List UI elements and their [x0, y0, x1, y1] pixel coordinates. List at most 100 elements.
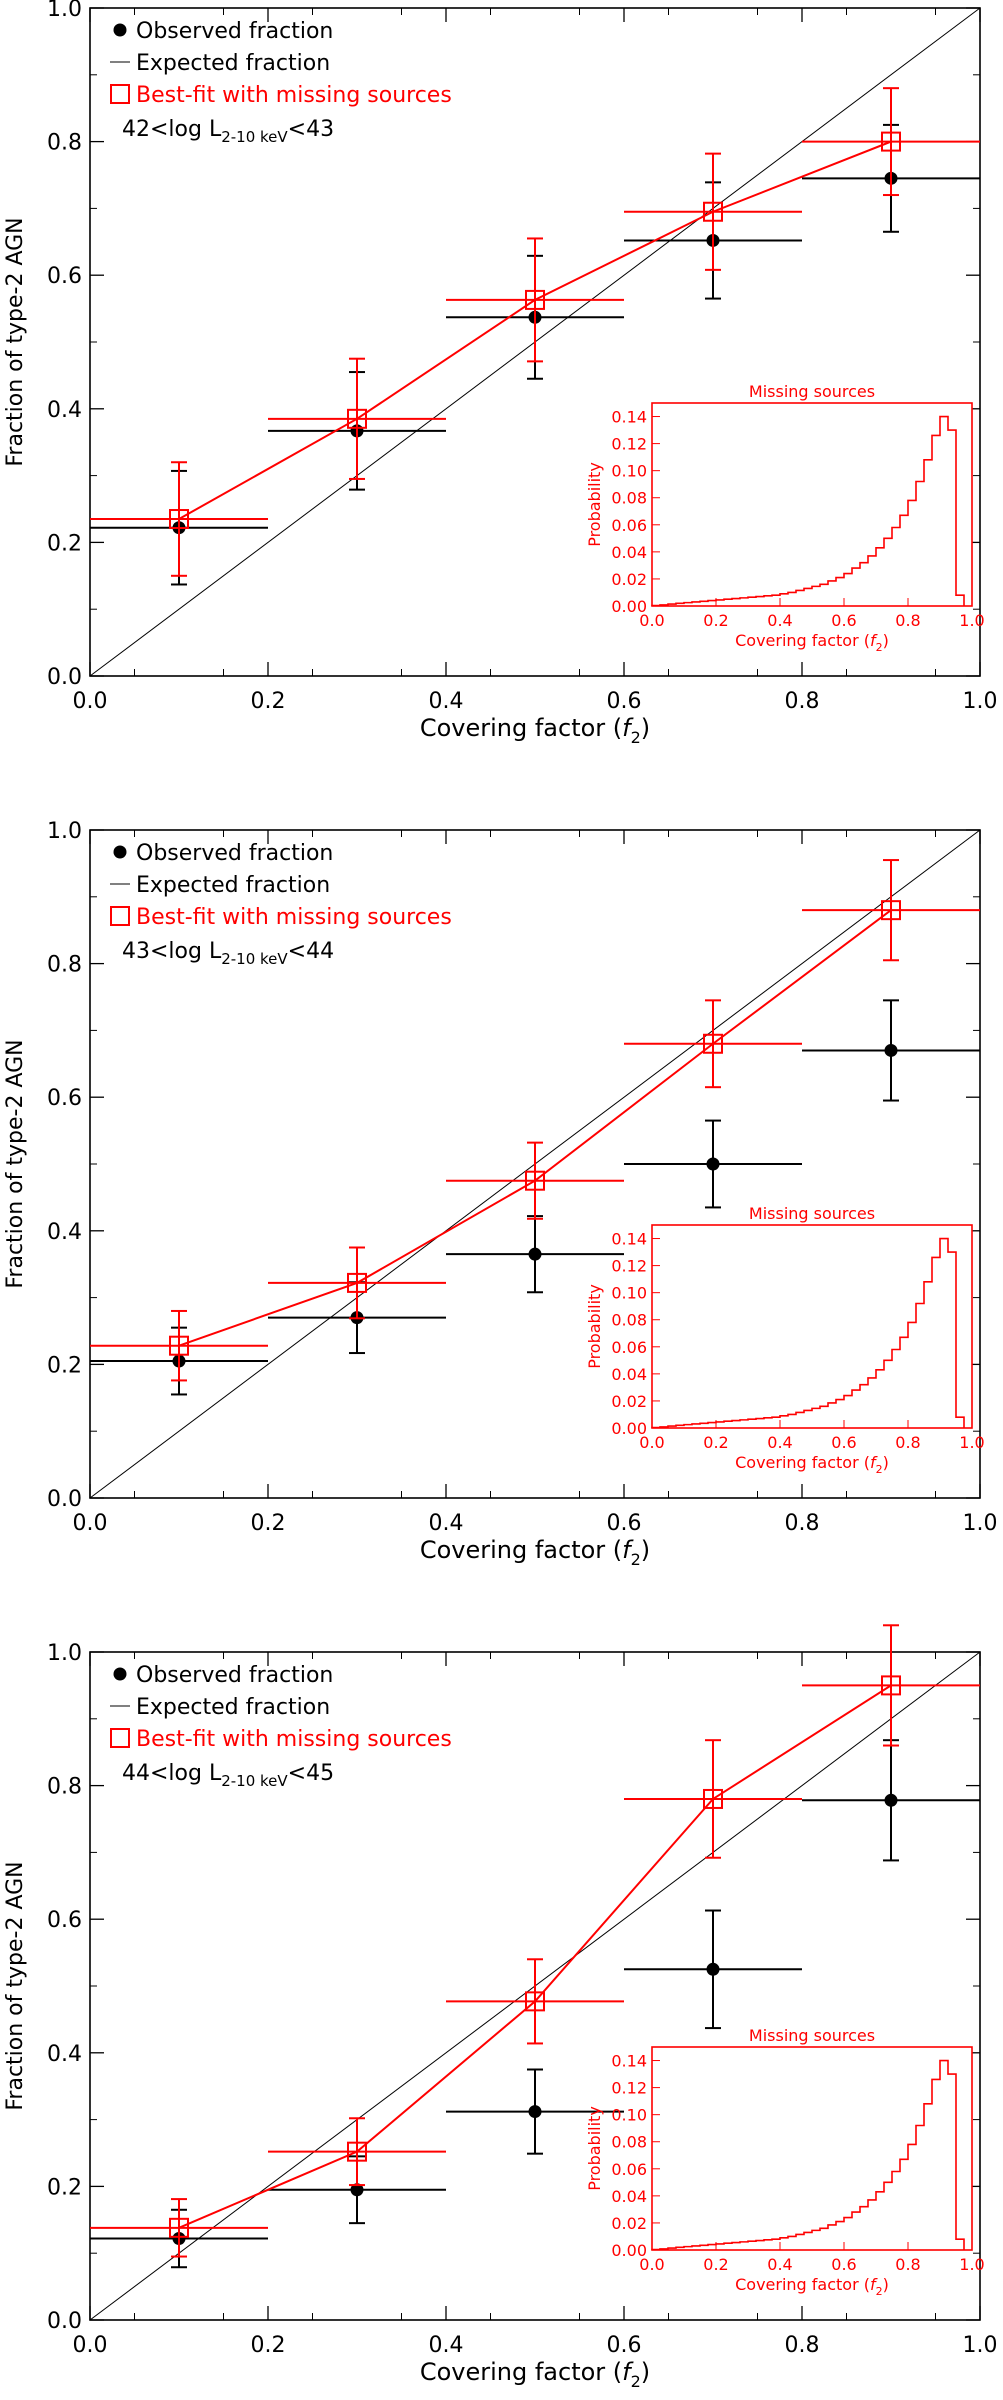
legend-observed-marker — [113, 23, 127, 37]
x-axis-label-close: ) — [641, 1536, 650, 1564]
legend-bestfit-label: Best-fit with missing sources — [136, 1727, 452, 1752]
x-tick-label: 0.0 — [73, 1511, 108, 1536]
luminosity-suffix: <45 — [288, 1761, 334, 1786]
x-axis-label-subscript: 2 — [631, 1550, 641, 1569]
x-tick-label: 1.0 — [963, 689, 998, 714]
legend-expected-label: Expected fraction — [136, 1695, 330, 1720]
bestfit-point — [169, 509, 189, 530]
y-tick-label: 0.6 — [47, 1908, 82, 1933]
x-tick-label: 0.6 — [607, 1511, 642, 1536]
inset-y-axis-label: Probability — [585, 2106, 604, 2191]
panel-2: 0.0 0.2 0.4 0.6 0.8 1.0 0.0 0.2 0.4 0.6 0.8 1.0 Cove… — [3, 819, 998, 1569]
legend-bestfit-marker — [110, 1728, 130, 1748]
observed-point — [884, 1043, 898, 1057]
legend-expected-label: Expected fraction — [136, 51, 330, 76]
bestfit-point — [525, 1170, 545, 1191]
legend-observed-label: Observed fraction — [136, 19, 333, 44]
x-axis-label-close: ) — [641, 714, 650, 742]
observed-point — [706, 1962, 720, 1976]
inset-x-tick-label: 1.0 — [959, 2255, 984, 2274]
inset-x-tick-label: 0.4 — [767, 1433, 792, 1452]
x-axis-label-text: Covering factor ( — [420, 714, 622, 742]
inset-y-tick-label: 0.00 — [611, 1419, 647, 1438]
x-axis-label-close: ) — [641, 2358, 650, 2386]
bestfit-point — [881, 131, 901, 152]
inset-y-tick-label: 0.12 — [611, 2079, 647, 2098]
inset-frame — [651, 1224, 973, 1429]
inset-histogram — [651, 1237, 965, 1429]
bestfit-point — [881, 900, 901, 921]
x-tick-label: 0.4 — [429, 689, 464, 714]
y-tick-label: 0.6 — [47, 264, 82, 289]
inset-x-tick-label: 0.2 — [703, 1433, 728, 1452]
luminosity-prefix: 42<log L — [122, 117, 222, 142]
inset-x-tick-label: 1.0 — [959, 1433, 984, 1452]
luminosity-subscript: 2-10 keV — [221, 128, 288, 146]
inset-y-tick-label: 0.04 — [611, 1365, 647, 1384]
y-tick-label: 1.0 — [47, 819, 82, 844]
inset: Missing sources 0.0 0.2 0.4 0.6 0.8 1.0 0.00 0.0… — [585, 1204, 985, 1476]
legend-luminosity-label: 43<log L2-10 keV<44 — [122, 939, 334, 968]
x-axis-label: Covering factor (f2) — [420, 2358, 650, 2391]
y-tick-label: 0.8 — [47, 953, 82, 978]
y-tick-label: 0.2 — [47, 531, 82, 556]
inset-x-tick-label: 1.0 — [959, 611, 984, 630]
legend-luminosity-label: 42<log L2-10 keV<43 — [122, 117, 334, 146]
inset-y-tick-label: 0.02 — [611, 570, 647, 589]
observed-point — [528, 2105, 542, 2119]
x-tick-label: 0.8 — [785, 1511, 820, 1536]
bestfit-point — [703, 201, 723, 222]
legend-observed-marker — [113, 845, 127, 859]
bestfit-point — [347, 2141, 367, 2162]
inset-y-tick-label: 0.04 — [611, 2187, 647, 2206]
inset-x-tick-label: 0.6 — [831, 2255, 856, 2274]
inset-x-tick-label: 0.8 — [895, 2255, 920, 2274]
legend-expected-label: Expected fraction — [136, 873, 330, 898]
x-axis-label-text: Covering factor ( — [420, 1536, 622, 1564]
y-tick-label: 0.2 — [47, 1353, 82, 1378]
y-axis-label: Fraction of type-2 AGN — [3, 1039, 28, 1288]
x-tick-label: 0.2 — [251, 1511, 286, 1536]
luminosity-suffix: <43 — [288, 117, 334, 142]
legend: Observed fraction Expected fraction Best-f… — [110, 841, 452, 968]
inset-y-axis-label: Probability — [585, 1284, 604, 1369]
x-tick-label: 0.4 — [429, 1511, 464, 1536]
x-tick-label: 0.0 — [73, 2333, 108, 2358]
inset-x-tick-label: 0.0 — [639, 2255, 664, 2274]
inset-histogram — [651, 415, 965, 607]
inset-x-tick-label: 0.0 — [639, 611, 664, 630]
inset-y-tick-label: 0.08 — [611, 2133, 647, 2152]
inset-y-tick-label: 0.08 — [611, 489, 647, 508]
inset-y-tick-label: 0.12 — [611, 435, 647, 454]
x-tick-label: 0.6 — [607, 689, 642, 714]
y-tick-label: 0.4 — [47, 1220, 82, 1245]
x-axis-label: Covering factor (f2) — [420, 714, 650, 747]
bestfit-point — [169, 2217, 189, 2238]
observed-point — [528, 1247, 542, 1261]
panel-1: 0.0 0.2 0.4 0.6 0.8 1.0 0.0 0.2 0.4 0.6 0.8 1.0 Cove… — [3, 0, 998, 747]
y-tick-label: 1.0 — [47, 0, 82, 22]
x-axis-label-text: Covering factor ( — [420, 2358, 622, 2386]
inset-y-tick-label: 0.02 — [611, 2214, 647, 2233]
inset-title: Missing sources — [749, 1204, 875, 1223]
inset-x-axis-label: Covering factor (f2) — [735, 1453, 889, 1476]
inset-x-tick-label: 0.4 — [767, 2255, 792, 2274]
bestfit-point — [703, 1033, 723, 1054]
observed-point — [706, 1157, 720, 1171]
bestfit-point — [347, 408, 367, 429]
inset-x-label-subscript: 2 — [876, 2285, 883, 2298]
x-tick-label: 0.0 — [73, 689, 108, 714]
inset-x-axis-label: Covering factor (f2) — [735, 2275, 889, 2298]
inset-y-tick-label: 0.14 — [611, 2052, 647, 2071]
inset-x-tick-label: 0.6 — [831, 1433, 856, 1452]
inset-x-tick-label: 0.4 — [767, 611, 792, 630]
x-tick-label: 0.2 — [251, 2333, 286, 2358]
bestfit-point — [347, 1272, 367, 1293]
inset-title: Missing sources — [749, 382, 875, 401]
inset: Missing sources 0.0 0.2 0.4 0.6 0.8 1.0 0.00 0.0… — [585, 2026, 985, 2298]
luminosity-suffix: <44 — [288, 939, 334, 964]
inset-histogram — [651, 2059, 965, 2251]
x-tick-label: 0.8 — [785, 2333, 820, 2358]
inset-x-label-close: ) — [883, 2275, 889, 2294]
